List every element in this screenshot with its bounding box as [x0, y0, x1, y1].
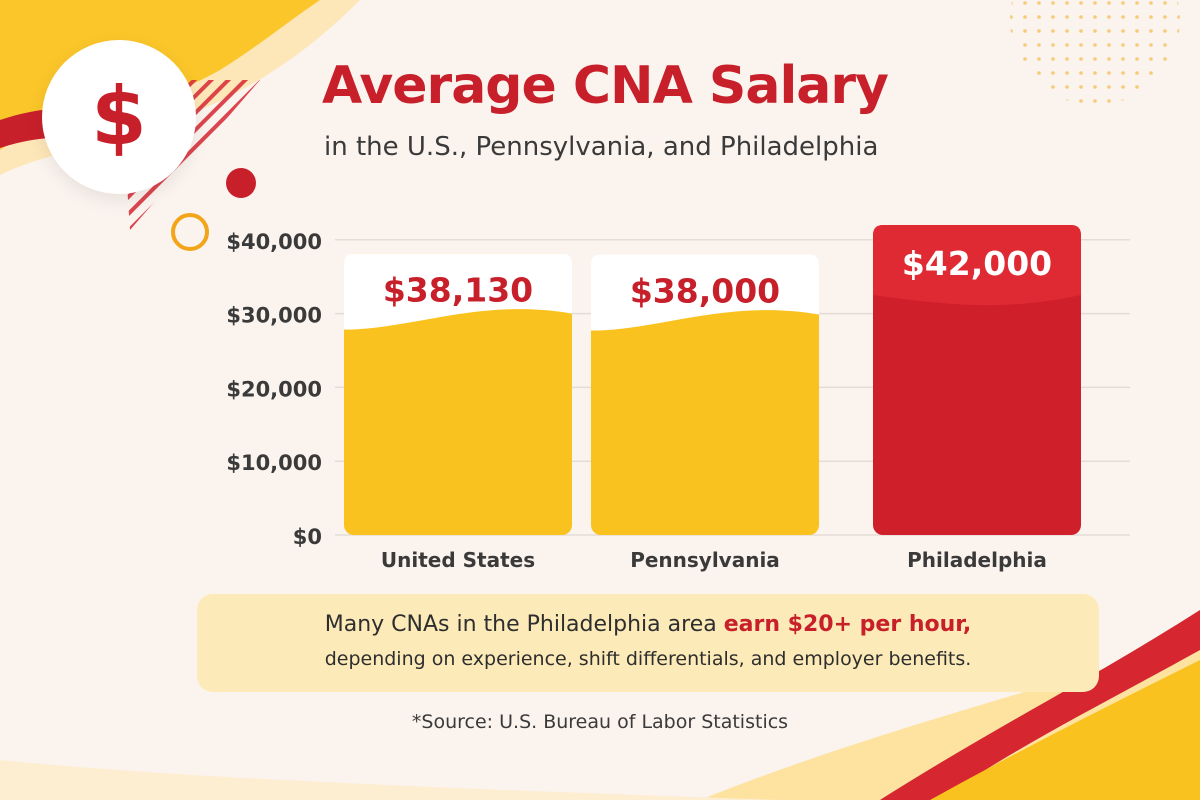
- dollar-icon: $: [91, 70, 147, 163]
- bar-label-cap: [344, 253, 572, 330]
- dot-pattern-top-right: [1010, 0, 1180, 105]
- page-subtitle: in the U.S., Pennsylvania, and Philadelp…: [324, 132, 879, 162]
- source-citation: *Source: U.S. Bureau of Labor Statistics: [411, 711, 789, 733]
- y-tick-label: $10,000: [226, 451, 322, 475]
- orange-ring: [171, 213, 209, 251]
- y-tick-label: $0: [293, 525, 322, 549]
- bottom-right-yellow-swoosh: [930, 660, 1200, 800]
- page-title: Average CNA Salary: [322, 56, 889, 116]
- x-category-label: Pennsylvania: [630, 548, 780, 572]
- note-line-1: Many CNAs in the Philadelphia area earn …: [197, 612, 1099, 637]
- dollar-badge: $: [42, 40, 196, 194]
- x-category-label: United States: [381, 548, 535, 572]
- red-dot: [226, 168, 256, 198]
- bottom-left-cream-wave: [0, 760, 780, 800]
- bar-label-cap: [591, 254, 819, 331]
- y-tick-label: $30,000: [226, 304, 322, 328]
- note-line-2: depending on experience, shift different…: [324, 648, 972, 670]
- note-highlight: earn $20+ per hour,: [723, 612, 972, 637]
- bar-value-label: $38,000: [630, 272, 780, 311]
- bar-value-label: $38,130: [383, 271, 533, 310]
- y-tick-label: $40,000: [226, 230, 322, 254]
- bar-value-label: $42,000: [902, 244, 1052, 283]
- y-tick-label: $20,000: [226, 377, 322, 401]
- bottom-right-red-swoosh: [880, 610, 1200, 800]
- note-text: Many CNAs in the Philadelphia area: [324, 612, 724, 637]
- bar-label-cap: [873, 225, 1081, 306]
- x-category-label: Philadelphia: [907, 548, 1047, 572]
- hourly-note-box: Many CNAs in the Philadelphia area earn …: [197, 594, 1099, 692]
